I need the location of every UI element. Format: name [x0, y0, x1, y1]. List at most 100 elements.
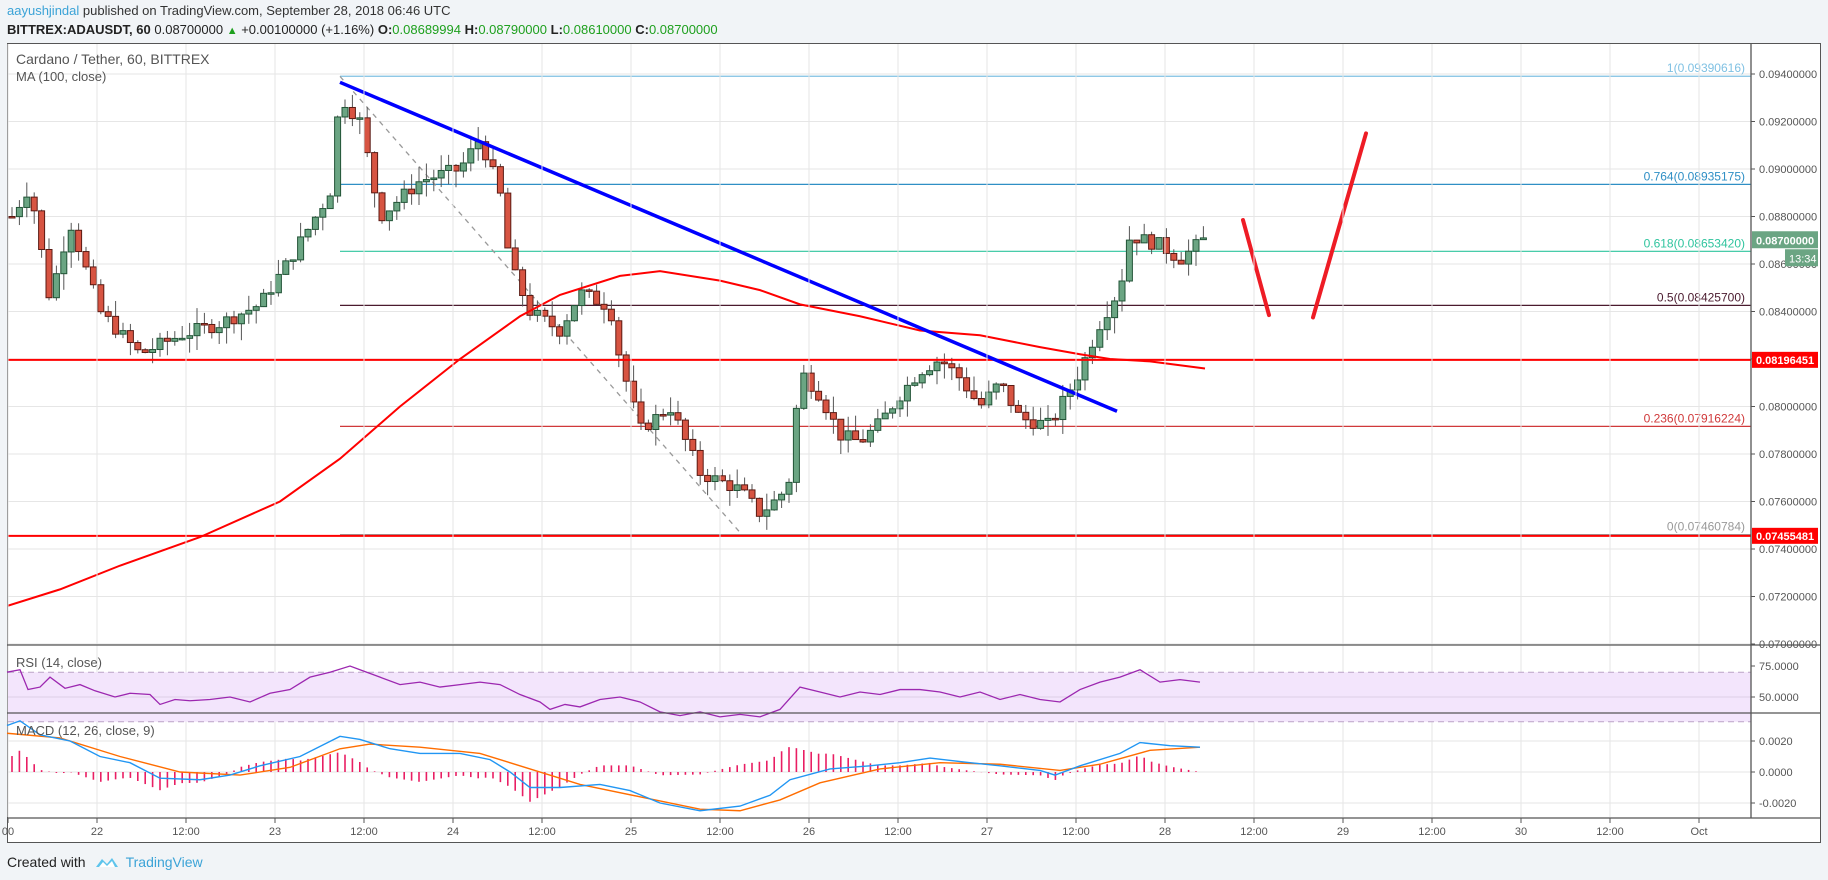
time-tick: 12:00	[1418, 826, 1446, 838]
macd-line	[6, 720, 1201, 812]
candle-down	[104, 311, 112, 317]
candle-down	[681, 419, 689, 440]
candle-up	[763, 509, 771, 517]
time-tick: 12:00	[1240, 826, 1268, 838]
candle-up	[1185, 250, 1193, 265]
macd-tick: 0.0020	[1759, 736, 1793, 748]
price-tick: 0.08400000	[1759, 307, 1817, 319]
candle-up	[319, 208, 327, 218]
candle-up	[1059, 395, 1067, 421]
candle-down	[748, 489, 756, 499]
candle-down	[689, 438, 697, 451]
candle-up	[933, 361, 941, 372]
candle-down	[970, 390, 978, 400]
projection-arrow	[1311, 131, 1368, 320]
price-tick: 0.09000000	[1759, 164, 1817, 176]
price-tick: 0.07800000	[1759, 449, 1817, 461]
candle-up	[1074, 379, 1082, 391]
candle-down	[637, 401, 645, 424]
candle-up	[985, 391, 993, 406]
candle-up	[385, 210, 393, 222]
candle-up	[652, 414, 660, 430]
candle-down	[1007, 384, 1015, 406]
candle-down	[829, 412, 837, 420]
candle-down	[585, 289, 593, 292]
created-with-text: Created with	[7, 854, 86, 870]
time-tick: 26	[803, 826, 815, 838]
candle-up	[1096, 329, 1104, 348]
candle-down	[504, 192, 512, 249]
candle-down	[1014, 404, 1022, 413]
candle-down	[852, 430, 860, 441]
candle-up	[52, 273, 60, 299]
candle-down	[45, 249, 53, 299]
candle-down	[600, 303, 608, 310]
candle-down	[940, 361, 948, 365]
time-tick: Oct	[1690, 826, 1707, 838]
candle-down	[89, 266, 97, 286]
candle-up	[926, 370, 934, 376]
tradingview-logo-icon	[95, 858, 118, 867]
price-tick: 0.09200000	[1759, 117, 1817, 129]
time-tick: 12:00	[1596, 826, 1624, 838]
author-link[interactable]: aayushjindal	[7, 3, 80, 18]
candle-down	[541, 309, 549, 317]
time-tick: 29	[1337, 826, 1349, 838]
candle-up	[844, 430, 852, 441]
candle-up	[570, 305, 578, 322]
candle-up	[778, 493, 786, 501]
candle-down	[141, 349, 149, 353]
candle-down	[726, 480, 734, 491]
footer: Created with TradingView	[7, 854, 203, 870]
candle-down	[97, 284, 105, 313]
candle-down	[696, 449, 704, 476]
fib-level-label: 0.236(0.07916224)	[1644, 411, 1745, 425]
candle-up	[889, 408, 897, 414]
time-tick: 12:00	[706, 826, 734, 838]
ma-legend: MA (100, close)	[16, 69, 107, 84]
candle-up	[223, 316, 231, 329]
candle-down	[1148, 234, 1156, 250]
candle-up	[711, 475, 719, 483]
candle-down	[496, 166, 504, 194]
candle-up	[866, 429, 874, 443]
candle-up	[1140, 234, 1148, 244]
close-label: C:	[635, 22, 649, 37]
tradingview-brand: TradingView	[125, 854, 203, 870]
candle-down	[163, 337, 171, 342]
candle-up	[400, 188, 408, 203]
candle-down	[363, 117, 371, 154]
candle-down	[519, 269, 527, 297]
chart-title: Cardano / Tether, 60, BITTREX	[16, 51, 210, 67]
svg-text:0.08700000: 0.08700000	[1756, 235, 1814, 247]
time-tick: 23	[269, 826, 281, 838]
time-tick: 22	[91, 826, 103, 838]
candle-up	[445, 164, 453, 171]
candle-up	[245, 309, 253, 315]
candle-up	[252, 306, 260, 311]
open-label: O:	[377, 22, 393, 37]
tradingview-link[interactable]: TradingView	[94, 854, 203, 870]
candle-down	[948, 363, 956, 369]
candle-up	[1037, 419, 1045, 429]
candle-down	[548, 315, 556, 328]
candle-up	[1044, 417, 1052, 421]
candle-up	[60, 251, 68, 275]
candle-down	[822, 399, 830, 414]
projection-arrow	[1241, 218, 1271, 318]
candle-up	[1199, 237, 1207, 241]
svg-text:0.08196451: 0.08196451	[1756, 355, 1814, 367]
candle-up	[459, 162, 467, 172]
fib-level-label: 1(0.09390616)	[1667, 61, 1745, 75]
close-value: 0.08700000	[648, 22, 718, 37]
time-tick: 30	[1515, 826, 1527, 838]
candle-up	[289, 259, 297, 262]
candle-down	[8, 216, 16, 219]
candle-up	[15, 206, 23, 218]
candle-up	[304, 228, 312, 238]
fib-level-label: 0.764(0.08935175)	[1644, 169, 1745, 183]
candle-up	[193, 323, 201, 337]
price-tick: 0.08000000	[1759, 402, 1817, 414]
candle-down	[230, 316, 238, 325]
